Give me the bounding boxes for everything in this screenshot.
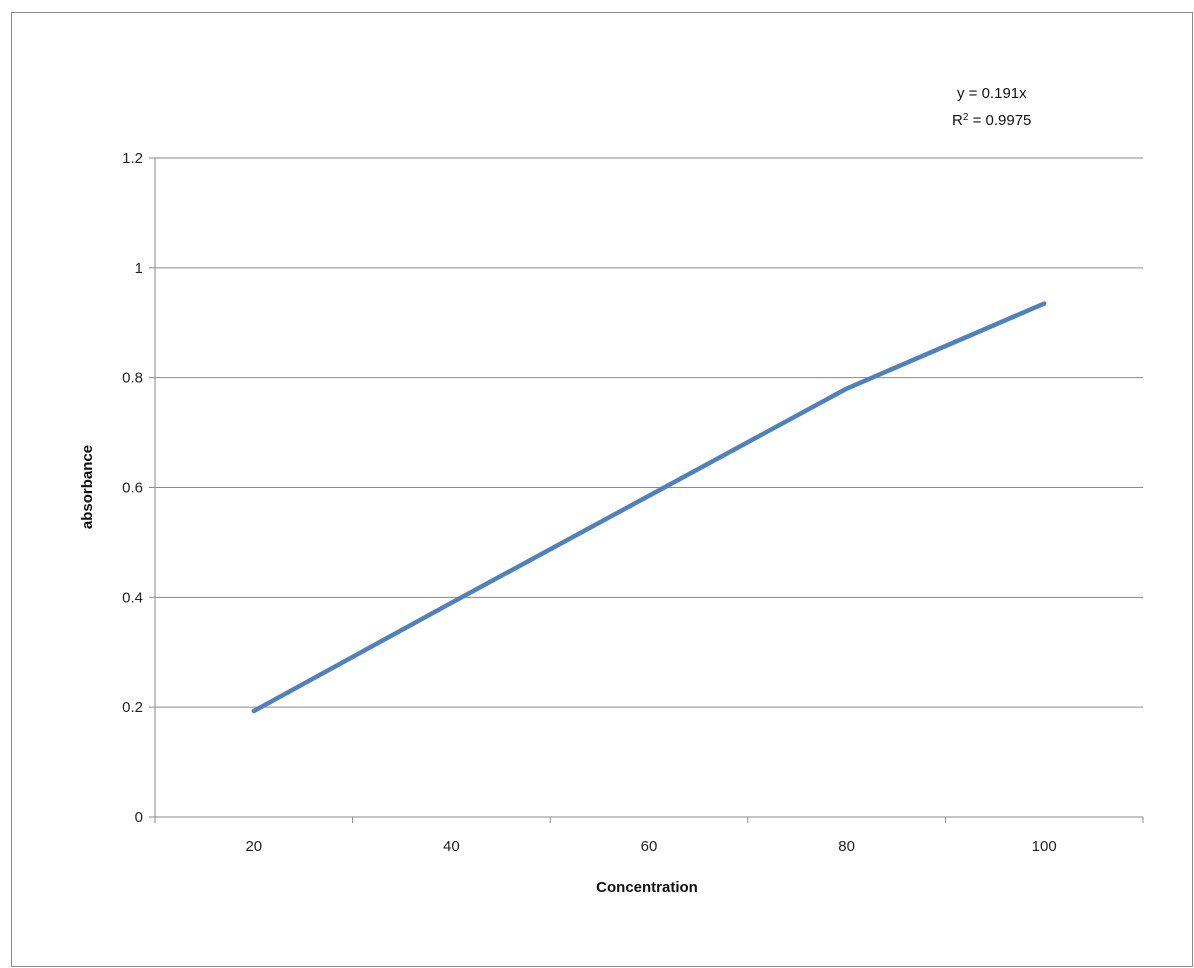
y-tick-label: 0.2 — [122, 699, 143, 716]
axes — [149, 157, 1144, 823]
series-line — [251, 301, 1047, 714]
x-tick-label: 80 — [838, 838, 855, 855]
y-axis-title: absorbance — [79, 445, 96, 529]
y-tick-label: 1 — [135, 260, 143, 277]
x-tick-label: 40 — [443, 838, 460, 855]
x-axis-title: Concentration — [596, 879, 698, 896]
x-tick-label: 60 — [641, 838, 658, 855]
y-tick-label: 0.4 — [122, 589, 143, 606]
y-tick-label: 0.8 — [122, 370, 143, 387]
r2-symbol: R — [952, 112, 963, 129]
y-tick-label: 0 — [135, 809, 143, 826]
tick-labels: 0 0.2 0.4 0.6 0.8 1 1.2 20 40 60 80 100 — [122, 150, 1057, 855]
x-tick-label: 100 — [1032, 838, 1057, 855]
trendline-r2-label: R2 = 0.9975 — [952, 112, 1031, 130]
y-tick-label: 0.6 — [122, 480, 143, 497]
x-tick-label: 20 — [245, 838, 262, 855]
r2-value: = 0.9975 — [968, 112, 1031, 129]
y-tick-label: 1.2 — [122, 150, 143, 167]
chart-frame — [11, 12, 1193, 967]
series — [251, 301, 1047, 714]
r2-superscript: 2 — [963, 112, 969, 123]
trendline-equation-label: y = 0.191x — [957, 85, 1027, 102]
gridlines — [155, 157, 1143, 708]
